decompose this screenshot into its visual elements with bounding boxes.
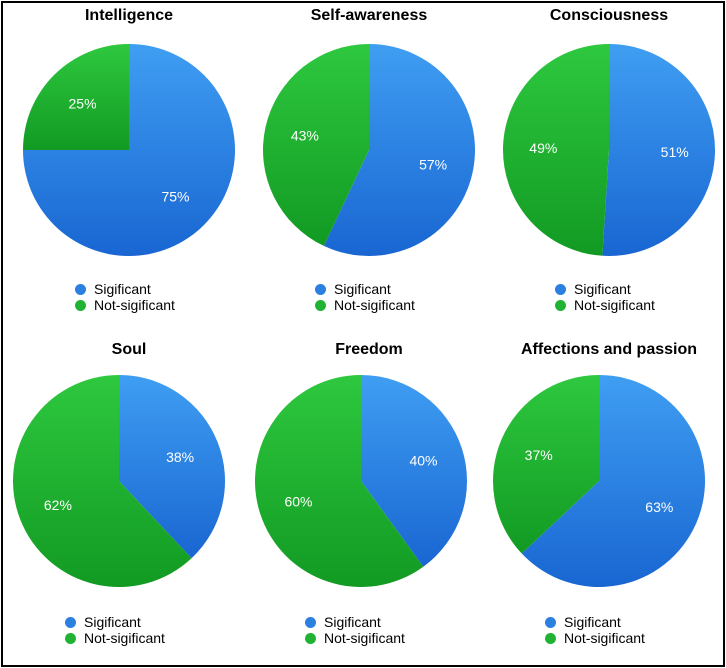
slice-label: 43% [291, 128, 319, 144]
legend-item-significant: Sigificant [315, 281, 415, 297]
pie-svg: 63% 37% [493, 375, 705, 587]
slice-label: 40% [409, 453, 437, 469]
legend-item-significant: Sigificant [65, 614, 165, 630]
legend-dot-icon [545, 633, 556, 644]
slice-significant [119, 375, 225, 559]
slice-label: 57% [419, 156, 447, 172]
slice-label: 75% [161, 188, 189, 204]
legend-dot-icon [75, 300, 86, 311]
pie-svg: 40% 60% [254, 375, 467, 587]
slice-significant [521, 375, 705, 587]
slice-not-significant [502, 44, 609, 256]
legend-item-significant: Sigificant [75, 281, 175, 297]
legend-item-not-significant: Not-sigificant [545, 630, 645, 646]
pie-chart-4: Soul 38% 62% Sigificant Not-sigificant [9, 335, 249, 665]
legend-dot-icon [75, 284, 86, 295]
legend: Sigificant Not-sigificant [65, 614, 165, 646]
slice-significant [323, 44, 475, 256]
pie-chart-1: Intelligence 75% 25% Sigificant Not-sigifica… [9, 3, 249, 333]
pie-svg: 75% 25% [23, 44, 235, 256]
pie-svg: 57% 43% [263, 44, 475, 256]
chart-title: Consciousness [549, 7, 669, 24]
legend: Sigificant Not-sigificant [75, 281, 175, 313]
legend-label: Not-sigificant [324, 630, 405, 646]
chart-title: Self-awareness [310, 7, 428, 24]
legend-dot-icon [305, 617, 316, 628]
legend-label: Not-sigificant [334, 297, 415, 313]
legend-dot-icon [315, 300, 326, 311]
slice-label: 49% [529, 140, 557, 156]
pie-svg: 38% 62% [12, 375, 225, 587]
legend-label: Sigificant [334, 281, 391, 297]
legend-label: Not-sigificant [564, 630, 645, 646]
slice-label: 63% [645, 499, 673, 515]
legend-item-significant: Sigificant [545, 614, 645, 630]
slice-label: 60% [284, 493, 312, 509]
slice-label: 51% [661, 144, 689, 160]
slice-label: 62% [44, 497, 72, 513]
chart-title: Intelligence [84, 7, 174, 24]
slice-not-significant [12, 375, 192, 587]
legend-dot-icon [555, 284, 566, 295]
slice-label: 37% [525, 447, 553, 463]
legend-item-not-significant: Not-sigificant [555, 297, 655, 313]
pie-chart-3: Consciousness 51% 49% Sigificant Not-sigific… [489, 3, 726, 333]
legend: Sigificant Not-sigificant [555, 281, 655, 313]
slice-not-significant [493, 375, 599, 554]
legend-item-significant: Sigificant [305, 614, 405, 630]
legend-label: Not-sigificant [574, 297, 655, 313]
legend-label: Sigificant [574, 281, 631, 297]
slice-significant [361, 375, 467, 567]
legend-item-not-significant: Not-sigificant [315, 297, 415, 313]
slice-not-significant [263, 44, 369, 246]
legend: Sigificant Not-sigificant [545, 614, 645, 646]
legend-item-not-significant: Not-sigificant [75, 297, 175, 313]
slice-not-significant [23, 44, 129, 150]
legend-item-not-significant: Not-sigificant [305, 630, 405, 646]
legend-dot-icon [555, 300, 566, 311]
chart-title: Freedom [335, 341, 403, 358]
legend-label: Not-sigificant [84, 630, 165, 646]
slice-label: 38% [166, 449, 194, 465]
legend-dot-icon [315, 284, 326, 295]
slice-significant [602, 44, 715, 256]
pie-chart-2: Self-awareness 57% 43% Sigificant Not-sigifi… [249, 3, 489, 333]
pie-svg: 51% 49% [502, 44, 715, 256]
legend-dot-icon [545, 617, 556, 628]
legend-item-significant: Sigificant [555, 281, 655, 297]
legend-label: Sigificant [564, 614, 621, 630]
legend-label: Sigificant [324, 614, 381, 630]
slice-label: 25% [69, 96, 97, 112]
pie-chart-5: Freedom 40% 60% Sigificant Not-sigificant [249, 335, 489, 665]
legend-label: Not-sigificant [94, 297, 175, 313]
legend-dot-icon [305, 633, 316, 644]
legend-dot-icon [65, 617, 76, 628]
legend-item-not-significant: Not-sigificant [65, 630, 165, 646]
legend-label: Sigificant [84, 614, 141, 630]
legend: Sigificant Not-sigificant [315, 281, 415, 313]
chart-title: Affections and passion [520, 341, 698, 358]
chart-title: Soul [111, 341, 147, 358]
legend-label: Sigificant [94, 281, 151, 297]
legend: Sigificant Not-sigificant [305, 614, 405, 646]
slice-not-significant [254, 375, 424, 587]
legend-dot-icon [65, 633, 76, 644]
pie-chart-6: Affections and passion 63% 37% Sigificant No… [489, 335, 726, 665]
